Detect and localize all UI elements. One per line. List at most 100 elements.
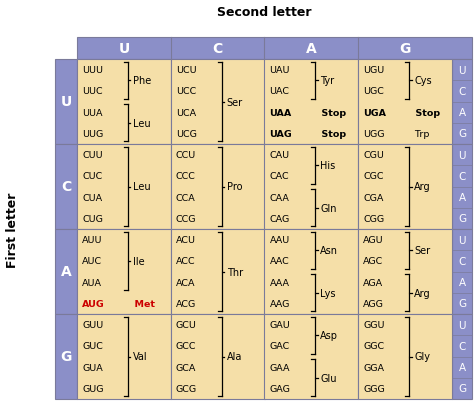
Text: First letter: First letter (6, 192, 18, 267)
Text: Gln: Gln (320, 203, 337, 213)
Bar (77, 60, 171, 145)
Text: C: C (61, 180, 71, 194)
Text: Arg: Arg (414, 288, 431, 298)
Bar (358, 314, 452, 399)
Text: GCC: GCC (176, 341, 196, 350)
Text: UUU: UUU (82, 66, 103, 75)
Text: Stop: Stop (315, 109, 346, 117)
Text: CGA: CGA (363, 193, 383, 202)
Text: Gly: Gly (414, 352, 430, 362)
Text: UCU: UCU (176, 66, 196, 75)
Text: UCG: UCG (176, 130, 197, 139)
Text: CCU: CCU (176, 151, 196, 160)
Text: GCA: GCA (176, 363, 196, 372)
Bar (452, 145, 472, 230)
Bar (264, 60, 358, 145)
Text: Thr: Thr (227, 267, 243, 277)
Bar (171, 60, 264, 145)
Text: AAU: AAU (270, 236, 290, 245)
Text: A: A (458, 108, 465, 118)
Text: GUG: GUG (82, 384, 103, 393)
Text: U: U (118, 42, 129, 56)
Text: GCU: GCU (176, 320, 197, 329)
Text: GAU: GAU (270, 320, 290, 329)
Text: AGU: AGU (363, 236, 384, 245)
Text: U: U (458, 66, 466, 75)
Text: A: A (61, 265, 72, 279)
Text: His: His (320, 161, 336, 171)
Text: GGG: GGG (363, 384, 385, 393)
Bar (171, 314, 264, 399)
Text: CAU: CAU (270, 151, 290, 160)
Bar (452, 314, 472, 399)
Bar (77, 145, 171, 230)
Text: AUA: AUA (82, 278, 102, 287)
Bar (452, 230, 472, 314)
Text: CGU: CGU (363, 151, 384, 160)
Text: UCA: UCA (176, 109, 196, 117)
Text: Val: Val (133, 352, 147, 362)
Text: Second letter: Second letter (217, 6, 312, 19)
Text: Stop: Stop (409, 109, 440, 117)
Text: CUU: CUU (82, 151, 103, 160)
Text: UUC: UUC (82, 87, 103, 96)
Text: ACU: ACU (176, 236, 196, 245)
Text: AGG: AGG (363, 299, 384, 308)
Text: UUG: UUG (82, 130, 103, 139)
Text: Met: Met (128, 299, 155, 308)
Bar (77, 38, 472, 60)
Bar (358, 145, 452, 230)
Bar (55, 230, 77, 314)
Text: CGG: CGG (363, 214, 384, 223)
Text: A: A (458, 277, 465, 288)
Text: Asp: Asp (320, 330, 338, 341)
Bar (55, 145, 77, 230)
Text: A: A (458, 362, 465, 372)
Text: Leu: Leu (133, 182, 151, 192)
Bar (55, 60, 77, 145)
Text: Pro: Pro (227, 182, 242, 192)
Text: Tyr: Tyr (320, 76, 335, 86)
Text: GAA: GAA (270, 363, 290, 372)
Text: Ser: Ser (227, 97, 243, 107)
Text: C: C (458, 87, 465, 97)
Text: GUU: GUU (82, 320, 103, 329)
Text: AGC: AGC (363, 257, 383, 266)
Text: UCC: UCC (176, 87, 196, 96)
Text: CAC: CAC (270, 172, 289, 181)
Text: C: C (458, 256, 465, 266)
Text: CGC: CGC (363, 172, 384, 181)
Bar (77, 314, 171, 399)
Text: Ala: Ala (227, 352, 242, 362)
Text: UAC: UAC (270, 87, 290, 96)
Text: CCG: CCG (176, 214, 196, 223)
Text: A: A (458, 193, 465, 202)
Text: U: U (458, 150, 466, 160)
Bar (55, 314, 77, 399)
Text: Arg: Arg (414, 182, 431, 192)
Text: G: G (400, 42, 411, 56)
Text: AAG: AAG (270, 299, 290, 308)
Text: UGU: UGU (363, 66, 384, 75)
Text: Stop: Stop (315, 130, 346, 139)
Text: UGA: UGA (363, 109, 386, 117)
Text: GGC: GGC (363, 341, 384, 350)
Text: UUA: UUA (82, 109, 102, 117)
Text: ACC: ACC (176, 257, 195, 266)
Bar (358, 230, 452, 314)
Text: UAU: UAU (270, 66, 290, 75)
Text: UAA: UAA (270, 109, 292, 117)
Text: Asn: Asn (320, 246, 338, 256)
Bar (171, 230, 264, 314)
Text: G: G (458, 214, 466, 224)
Bar (264, 145, 358, 230)
Text: CUA: CUA (82, 193, 102, 202)
Text: U: U (60, 95, 72, 109)
Bar (264, 314, 358, 399)
Text: AAC: AAC (270, 257, 289, 266)
Text: CCC: CCC (176, 172, 196, 181)
Text: GUA: GUA (82, 363, 103, 372)
Text: Phe: Phe (133, 76, 151, 86)
Text: G: G (60, 350, 72, 364)
Text: A: A (306, 42, 317, 56)
